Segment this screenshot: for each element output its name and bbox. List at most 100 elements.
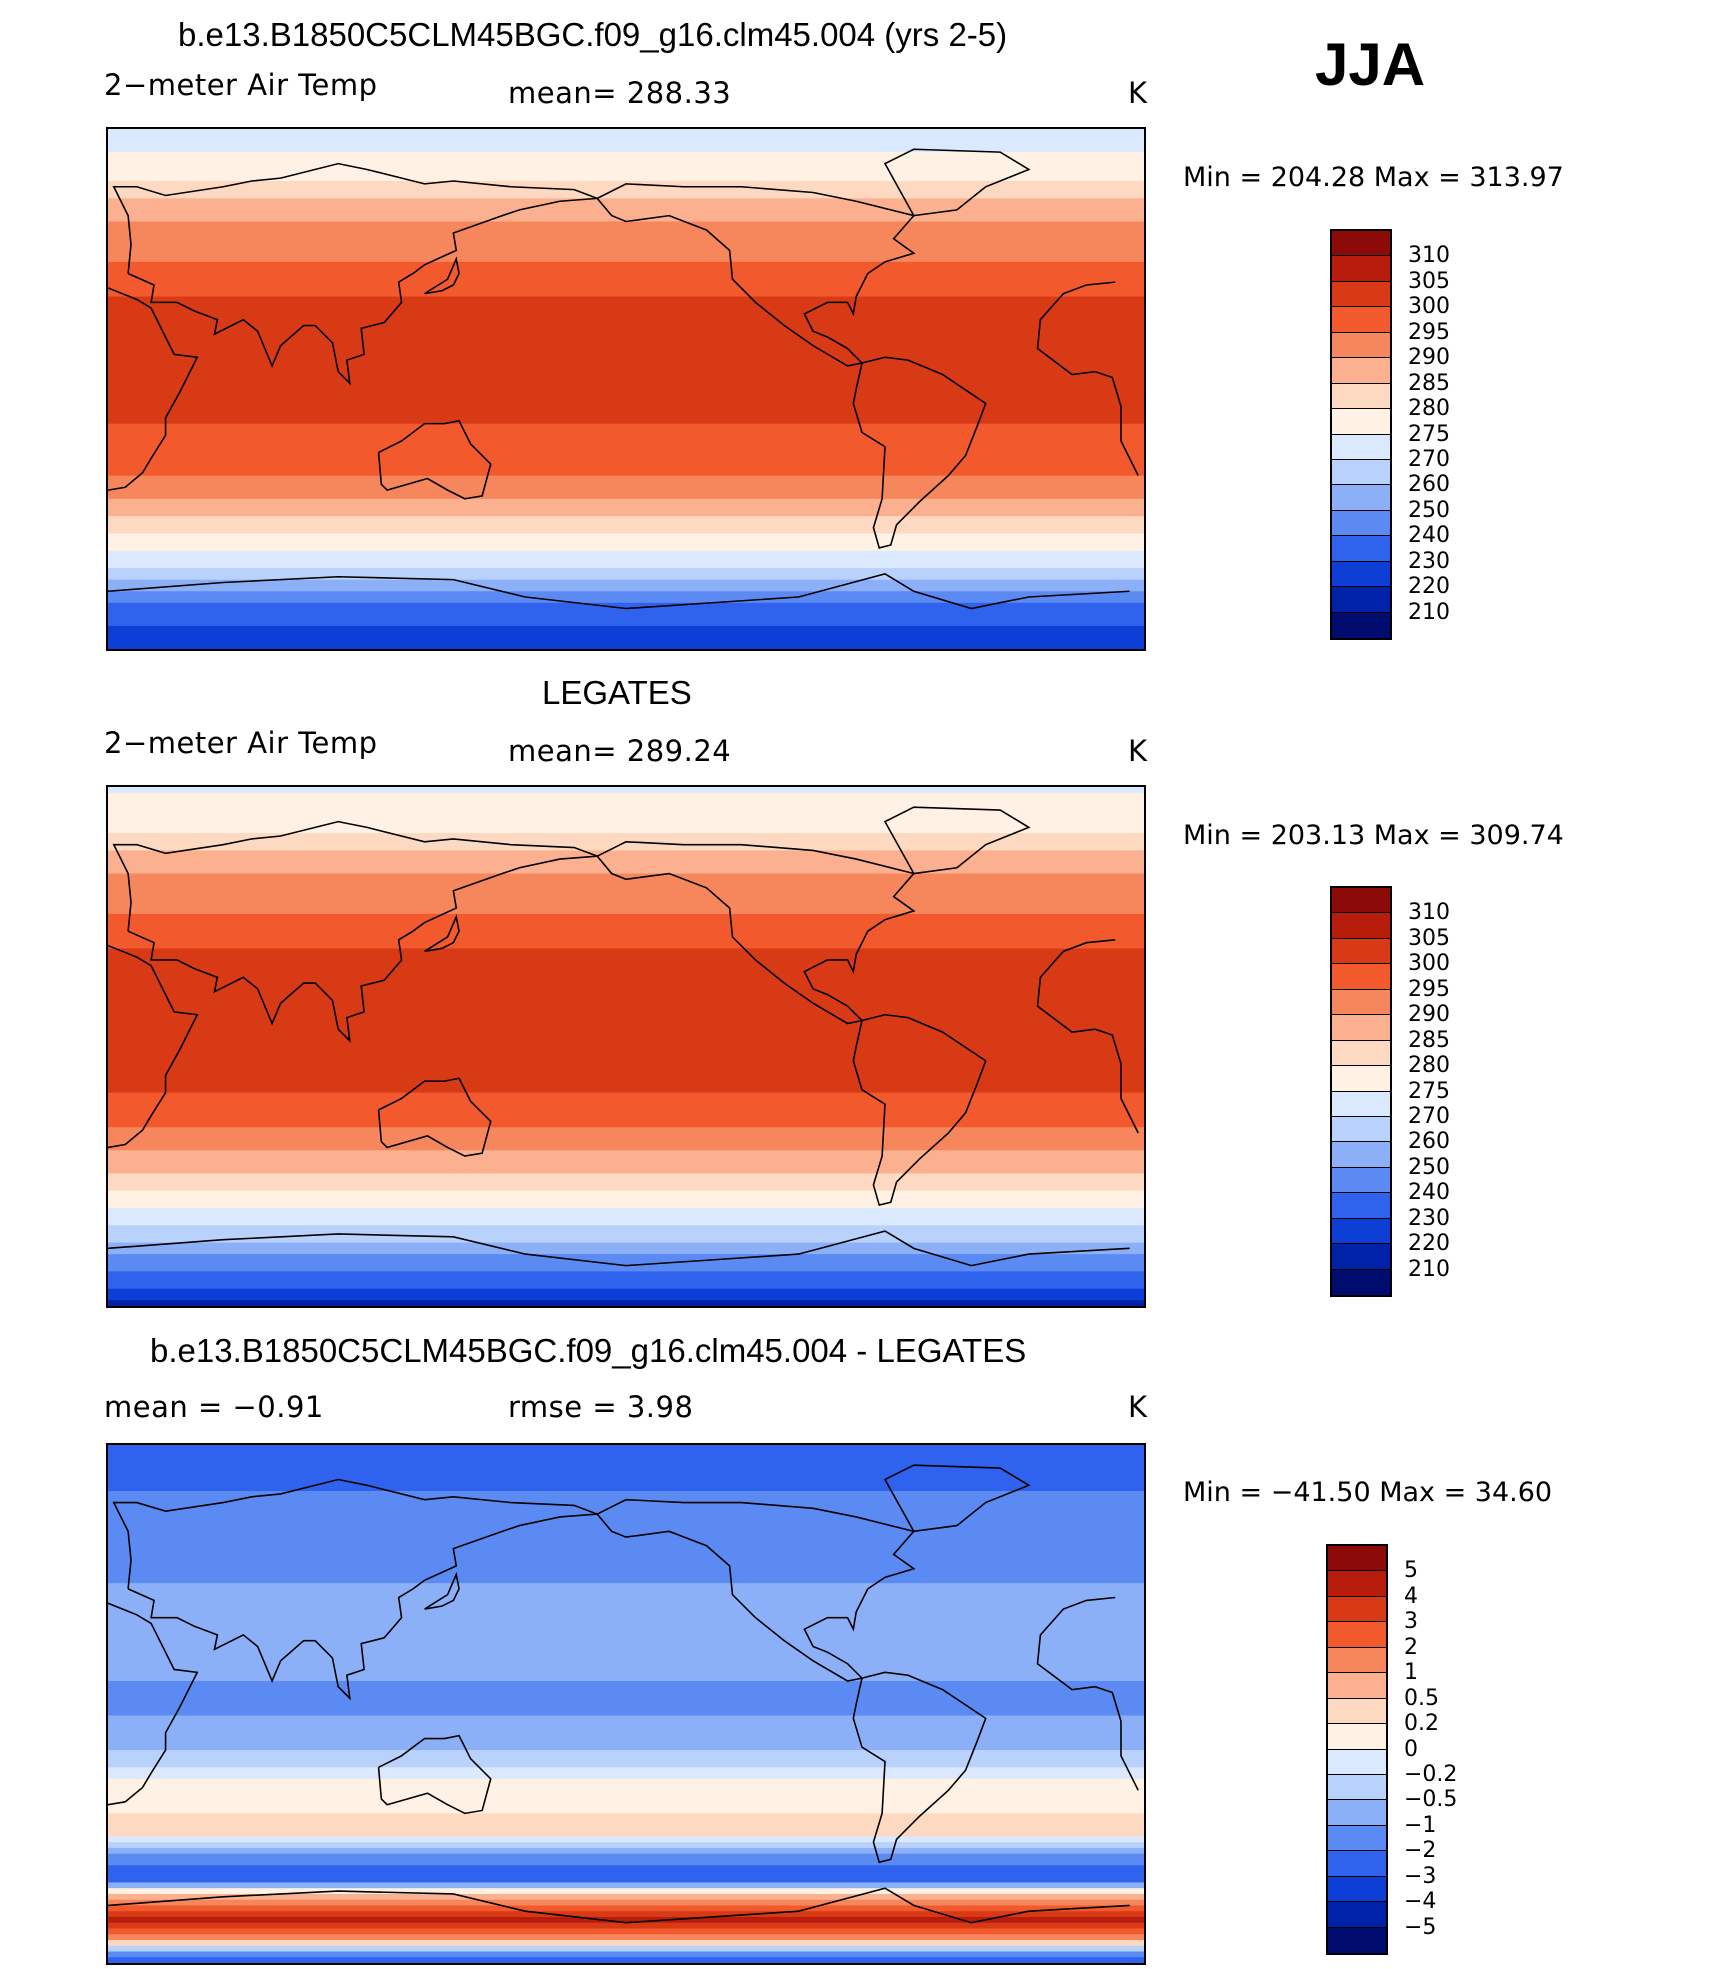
latitude-band: [108, 1675, 1144, 1682]
latitude-band: [108, 1594, 1144, 1601]
latitude-band: [108, 1081, 1144, 1088]
latitude-band: [108, 1115, 1144, 1123]
colorbar-tick-label: 290: [1408, 1002, 1450, 1028]
colorbar-box: [1332, 307, 1390, 333]
latitude-band: [108, 867, 1144, 875]
latitude-band: [108, 1761, 1144, 1768]
latitude-band: [108, 1508, 1144, 1515]
coastline: [596, 840, 916, 1025]
colorbar-box: [1332, 1269, 1390, 1295]
colorbar-box: [1332, 332, 1390, 359]
latitude-band: [108, 890, 1144, 898]
latitude-band: [108, 556, 1144, 563]
colorbar-box: [1332, 1066, 1390, 1092]
latitude-band: [108, 1219, 1144, 1226]
latitude-band: [108, 1173, 1144, 1180]
panel1-mean-label: mean= 288.33: [508, 76, 732, 110]
colorbar-tick-label: 250: [1408, 497, 1450, 523]
latitude-band: [108, 1207, 1144, 1215]
latitude-band: [108, 562, 1144, 569]
latitude-band: [108, 579, 1144, 587]
latitude-band: [108, 1294, 1144, 1301]
latitude-band: [108, 1744, 1144, 1751]
panel3-map: [106, 1443, 1146, 1965]
colorbar-box: [1328, 1546, 1386, 1572]
latitude-band: [108, 1121, 1144, 1128]
latitude-band: [108, 1842, 1144, 1849]
colorbar-box: [1328, 1902, 1386, 1928]
latitude-band: [108, 1888, 1144, 1895]
colorbar-tick-label: 310: [1408, 243, 1450, 269]
latitude-band: [108, 1000, 1144, 1007]
colorbar-tick-label: −0.2: [1404, 1761, 1458, 1787]
colorbar-box: [1332, 1015, 1390, 1041]
coastline: [1036, 939, 1139, 1134]
latitude-band: [108, 879, 1144, 886]
colorbar-tick-label: 295: [1408, 319, 1450, 345]
latitude-band: [108, 804, 1144, 811]
latitude-band: [108, 354, 1144, 361]
colorbar-box: [1332, 938, 1390, 965]
latitude-band: [108, 954, 1144, 961]
latitude-band: [108, 504, 1144, 511]
latitude-band: [108, 1259, 1144, 1267]
latitude-band: [108, 458, 1144, 465]
latitude-band: [108, 550, 1144, 558]
latitude-band: [108, 1698, 1144, 1705]
colorbar-tick-label: 250: [1408, 1154, 1450, 1180]
colorbar-box: [1332, 1244, 1390, 1270]
latitude-band: [108, 948, 1144, 955]
latitude-band: [108, 631, 1144, 639]
latitude-band: [108, 1069, 1144, 1076]
latitude-band: [108, 1646, 1144, 1653]
latitude-band: [108, 1778, 1144, 1786]
latitude-band: [108, 1939, 1144, 1947]
latitude-band: [108, 1611, 1144, 1619]
latitude-band: [108, 896, 1144, 903]
latitude-band: [108, 625, 1144, 633]
latitude-band: [108, 1300, 1144, 1306]
latitude-band: [108, 1945, 1144, 1953]
colorbar-box: [1332, 510, 1390, 537]
latitude-band: [108, 400, 1144, 407]
colorbar-box: [1332, 964, 1390, 990]
latitude-band: [108, 1773, 1144, 1780]
latitude-band: [108, 302, 1144, 309]
latitude-band: [108, 1796, 1144, 1803]
coastline: [1036, 1596, 1139, 1791]
latitude-band: [108, 412, 1144, 419]
latitude-band: [108, 988, 1144, 996]
latitude-band: [108, 1813, 1144, 1820]
latitude-band: [108, 977, 1144, 984]
colorbar-box: [1332, 1193, 1390, 1219]
latitude-band: [108, 545, 1144, 552]
latitude-band: [108, 435, 1144, 442]
season-label: JJA: [1315, 31, 1426, 98]
latitude-band: [108, 406, 1144, 413]
latitude-band: [108, 1242, 1144, 1249]
latitude-band: [108, 827, 1144, 834]
latitude-band: [108, 1184, 1144, 1192]
colorbar-box: [1332, 485, 1390, 511]
coastline: [377, 419, 492, 500]
colorbar-tick-label: 300: [1408, 951, 1450, 977]
colorbar-tick-label: 230: [1408, 548, 1450, 574]
latitude-band: [108, 844, 1144, 852]
latitude-band: [108, 959, 1144, 967]
latitude-band: [108, 481, 1144, 488]
latitude-band: [108, 608, 1144, 615]
latitude-band: [108, 296, 1144, 303]
latitude-band: [108, 1502, 1144, 1509]
panel1-coastlines: [108, 148, 1139, 610]
latitude-band: [108, 1807, 1144, 1814]
colorbar-tick-label: 300: [1408, 294, 1450, 320]
latitude-band: [108, 1537, 1144, 1544]
coastline: [424, 256, 460, 295]
latitude-band: [108, 1525, 1144, 1532]
colorbar-tick-label: 260: [1408, 1129, 1450, 1155]
colorbar-tick-label: 270: [1408, 446, 1450, 472]
latitude-band: [108, 1899, 1144, 1907]
latitude-band: [108, 1023, 1144, 1030]
latitude-band: [108, 1617, 1144, 1625]
latitude-band: [108, 198, 1144, 205]
